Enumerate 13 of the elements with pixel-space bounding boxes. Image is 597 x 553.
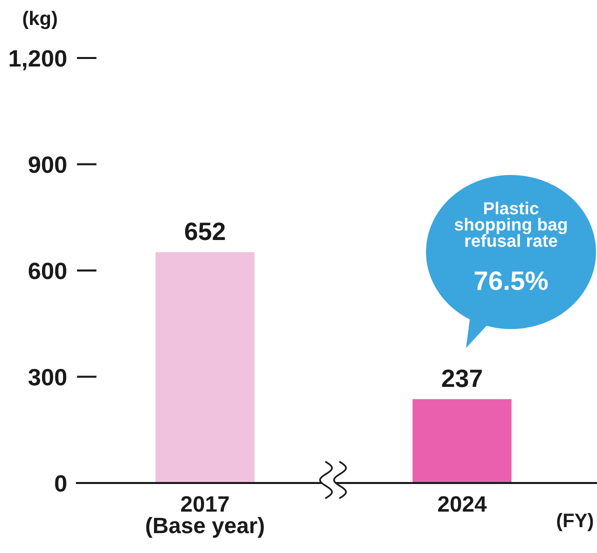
- annotation: Plastic shopping bag refusal rate: [454, 202, 567, 247]
- y-tick-label: 1,200: [10, 50, 66, 70]
- y-tick-label: 900: [28, 156, 66, 174]
- x-tick-label: 2017 (Base year): [146, 496, 264, 538]
- y-tick-label: 300: [28, 368, 66, 386]
- x-axis-title: (FY): [557, 513, 593, 532]
- data-label: 652: [185, 222, 225, 240]
- data-label: 237: [442, 369, 482, 388]
- x-tick-label: 2024: [438, 496, 487, 512]
- y-axis-title: (kg): [23, 10, 57, 30]
- y-tick-label: 600: [28, 262, 66, 280]
- y-tick-label: 0: [55, 475, 66, 492]
- annotation: 76.5%: [474, 271, 548, 290]
